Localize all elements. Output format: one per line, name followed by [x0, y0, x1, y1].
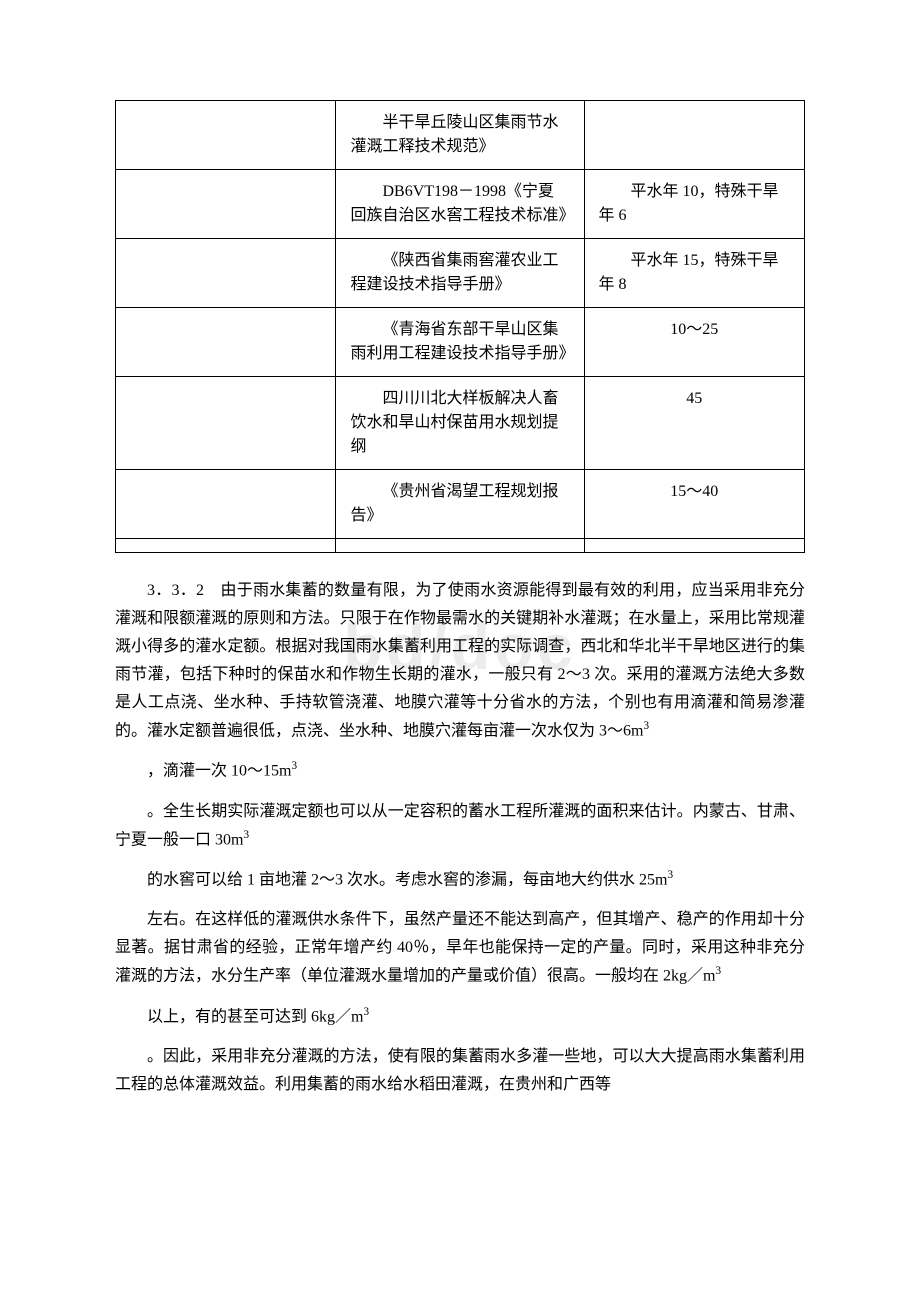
paragraph: ，滴灌一次 10～15m3 [115, 757, 805, 785]
table-cell [116, 101, 336, 170]
table-row: 《青海省东部干旱山区集雨利用工程建设技术指导手册》 10～25 [116, 308, 805, 377]
table-cell: 半干旱丘陵山区集雨节水灌溉工释技术规范》 [336, 101, 584, 170]
superscript: 3 [667, 869, 673, 881]
table-cell: DB6VT198－1998《宁夏回族自治区水窖工程技术标准》 [336, 170, 584, 239]
standards-table: 半干旱丘陵山区集雨节水灌溉工释技术规范》 DB6VT198－1998《宁夏回族自… [115, 100, 805, 553]
superscript: 3 [243, 829, 249, 841]
table-cell: 四川川北大样板解决人畜饮水和旱山村保苗用水规划提纲 [336, 377, 584, 470]
paragraph-text: 。因此，采用非充分灌溉的方法，使有限的集蓄雨水多灌一些地，可以大大提高雨水集蓄利… [115, 1048, 805, 1093]
table-row-empty [116, 539, 805, 553]
table-cell: 《贵州省渴望工程规划报告》 [336, 470, 584, 539]
table-cell [116, 308, 336, 377]
paragraph-text: 3．3．2 由于雨水集蓄的数量有限，为了使雨水资源能得到最有效的利用，应当采用非… [115, 582, 805, 739]
table-cell [336, 539, 584, 553]
table-cell: 10～25 [584, 308, 805, 377]
paragraph-text: 左右。在这样低的灌溉供水条件下，虽然产量还不能达到高产，但其增产、稳产的作用却十… [115, 911, 805, 984]
paragraph-text: 。全生长期实际灌溉定额也可以从一定容积的蓄水工程所灌溉的面积来估计。内蒙古、甘肃… [115, 803, 805, 848]
paragraph-text: ，滴灌一次 10～15m [147, 763, 291, 780]
table-cell [116, 377, 336, 470]
superscript: 3 [643, 720, 649, 732]
paragraph: 3．3．2 由于雨水集蓄的数量有限，为了使雨水资源能得到最有效的利用，应当采用非… [115, 577, 805, 745]
paragraph: 。全生长期实际灌溉定额也可以从一定容积的蓄水工程所灌溉的面积来估计。内蒙古、甘肃… [115, 798, 805, 854]
table-row: 《陕西省集雨窖灌农业工程建设技术指导手册》 平水年 15，特殊干旱年 8 [116, 239, 805, 308]
table-cell [584, 539, 805, 553]
table-row: 《贵州省渴望工程规划报告》 15～40 [116, 470, 805, 539]
table-cell [584, 101, 805, 170]
superscript: 3 [363, 1006, 369, 1018]
table-cell [116, 239, 336, 308]
superscript: 3 [291, 760, 297, 772]
paragraph-text: 的水窖可以给 1 亩地灌 2～3 次水。考虑水窖的渗漏，每亩地大约供水 25m [147, 871, 667, 888]
paragraph: 左右。在这样低的灌溉供水条件下，虽然产量还不能达到高产，但其增产、稳产的作用却十… [115, 906, 805, 990]
paragraph-text: 以上，有的甚至可达到 6kg／m [147, 1008, 363, 1025]
table-row: DB6VT198－1998《宁夏回族自治区水窖工程技术标准》 平水年 10，特殊… [116, 170, 805, 239]
table-cell: 平水年 10，特殊干旱年 6 [584, 170, 805, 239]
table-cell [116, 539, 336, 553]
superscript: 3 [715, 965, 721, 977]
table-cell: 15～40 [584, 470, 805, 539]
table-cell [116, 170, 336, 239]
page-content: 半干旱丘陵山区集雨节水灌溉工释技术规范》 DB6VT198－1998《宁夏回族自… [115, 100, 805, 1099]
table-cell: 《青海省东部干旱山区集雨利用工程建设技术指导手册》 [336, 308, 584, 377]
table-cell [116, 470, 336, 539]
table-row: 半干旱丘陵山区集雨节水灌溉工释技术规范》 [116, 101, 805, 170]
table-cell: 45 [584, 377, 805, 470]
paragraph: 以上，有的甚至可达到 6kg／m3 [115, 1003, 805, 1031]
paragraph: 的水窖可以给 1 亩地灌 2～3 次水。考虑水窖的渗漏，每亩地大约供水 25m3 [115, 866, 805, 894]
table-cell: 《陕西省集雨窖灌农业工程建设技术指导手册》 [336, 239, 584, 308]
table-cell: 平水年 15，特殊干旱年 8 [584, 239, 805, 308]
table-row: 四川川北大样板解决人畜饮水和旱山村保苗用水规划提纲 45 [116, 377, 805, 470]
paragraph: 。因此，采用非充分灌溉的方法，使有限的集蓄雨水多灌一些地，可以大大提高雨水集蓄利… [115, 1043, 805, 1099]
